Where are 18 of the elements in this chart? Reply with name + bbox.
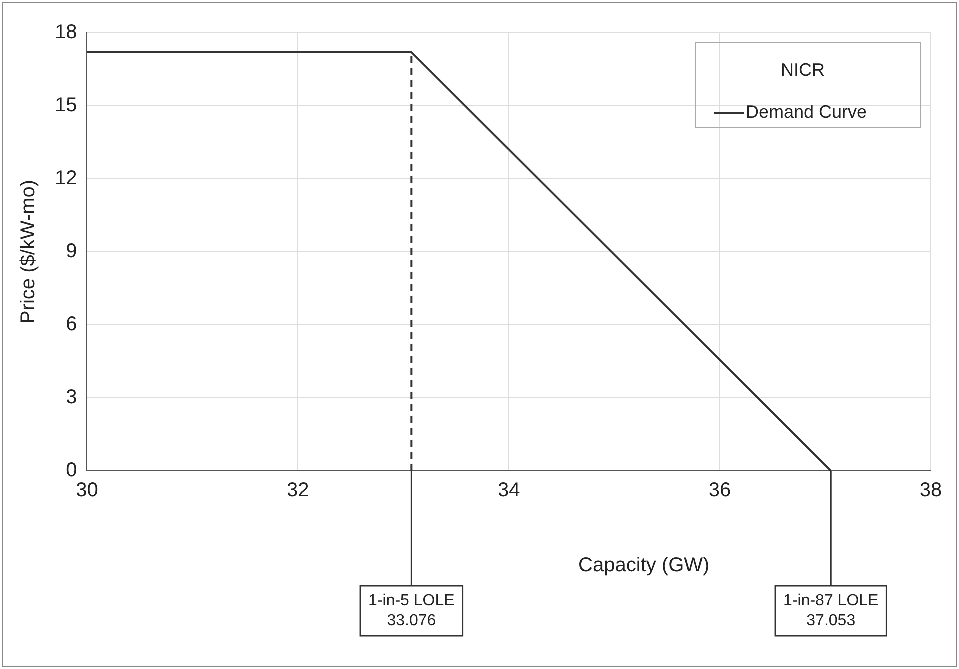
x-axis-title: Capacity (GW) xyxy=(578,554,710,577)
x-tick-label: 36 xyxy=(708,480,732,502)
y-axis-title: Price ($/kW-mo) xyxy=(18,180,40,324)
legend-title: NICR xyxy=(781,60,825,80)
annotation: 1-in-5 LOLE 33.076 xyxy=(368,592,455,630)
y-tick-label: 18 xyxy=(54,22,78,44)
x-tick-label: 30 xyxy=(76,480,98,502)
x-tick-label: 34 xyxy=(498,480,520,502)
x-tick-label: 38 xyxy=(920,480,942,502)
y-tick-label: 15 xyxy=(54,94,78,117)
y-tick-label: 0 xyxy=(66,460,78,482)
y-tick-label: 6 xyxy=(66,314,78,336)
legend-label: Demand Curve xyxy=(746,102,868,122)
annotation: 1-in-87 LOLE 37.053 xyxy=(784,592,879,630)
y-tick-label: 9 xyxy=(66,240,78,263)
y-tick-label: 12 xyxy=(54,168,78,190)
y-tick-label: 3 xyxy=(66,386,78,409)
x-tick-label: 32 xyxy=(287,480,310,502)
